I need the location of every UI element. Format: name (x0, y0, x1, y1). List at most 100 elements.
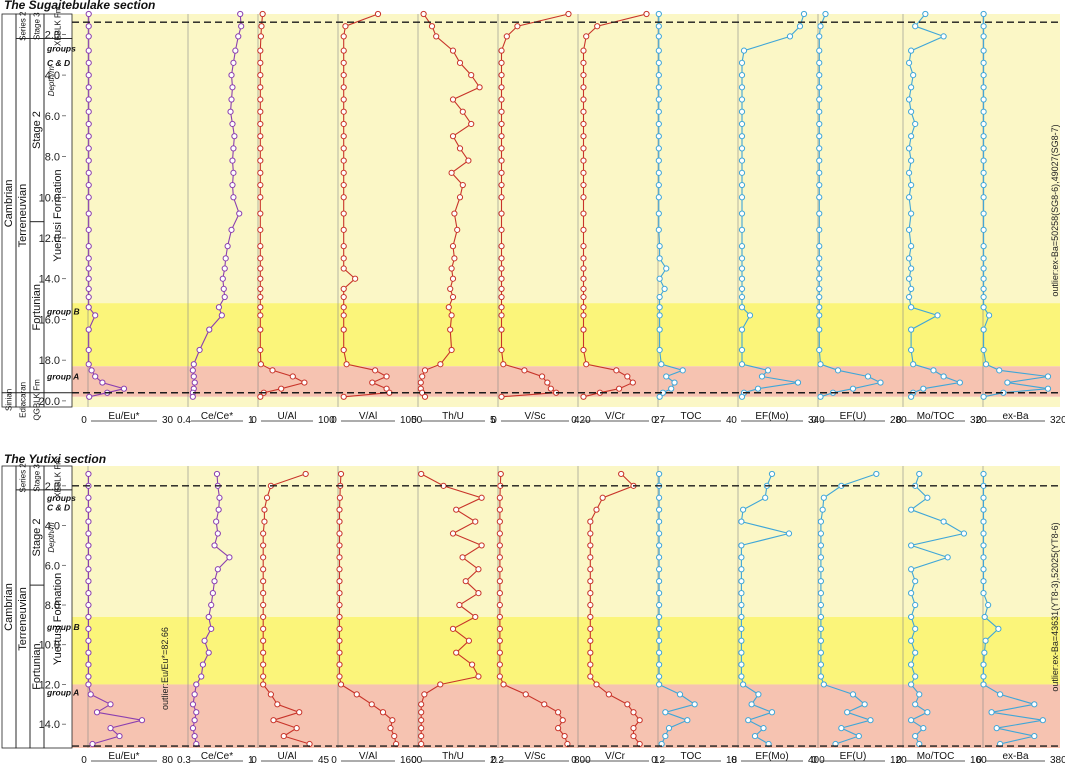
data-point (676, 691, 684, 698)
depth-tick-label: 18.0 (39, 355, 60, 367)
data-point (222, 255, 229, 262)
data-point (475, 589, 482, 597)
data-point (547, 385, 554, 392)
data-point (418, 732, 425, 740)
data-point (655, 59, 662, 66)
data-point (193, 709, 200, 716)
data-point (816, 108, 823, 115)
data-point (908, 243, 915, 250)
data-point (580, 108, 587, 115)
data-point (107, 701, 114, 708)
data-point (816, 210, 823, 217)
data-point (816, 275, 823, 282)
data-point (224, 243, 231, 250)
data-point (655, 226, 662, 233)
data-point (270, 717, 277, 724)
axis-max-label: 45 (318, 755, 330, 766)
data-point (656, 275, 663, 282)
axis-title: V/Cr (605, 411, 626, 422)
data-point (85, 59, 92, 66)
data-point (448, 265, 455, 272)
group-label: groups (46, 44, 76, 54)
data-point (87, 691, 94, 698)
data-point (1031, 701, 1038, 708)
data-point (816, 133, 823, 140)
data-point (996, 367, 1003, 374)
data-point (980, 293, 987, 301)
data-point (85, 108, 92, 115)
data-point (85, 494, 92, 501)
data-point (655, 33, 662, 40)
data-point (668, 385, 675, 392)
data-point (85, 346, 92, 354)
data-point (993, 725, 1000, 732)
data-point (800, 10, 808, 18)
data-point (587, 673, 594, 680)
data-point (908, 681, 915, 688)
data-point (448, 169, 455, 176)
data-point (738, 96, 746, 103)
data-point (794, 379, 802, 386)
data-point (920, 725, 927, 732)
data-point (819, 506, 826, 513)
data-point (369, 379, 376, 386)
data-point (238, 23, 245, 30)
data-point (656, 673, 663, 680)
data-point (656, 470, 663, 478)
data-point (190, 373, 197, 380)
data-point (258, 23, 265, 30)
data-point (260, 681, 267, 688)
data-point (85, 625, 92, 632)
data-point (980, 566, 987, 573)
strat-label: Ediacaran (19, 382, 28, 418)
data-point (229, 181, 236, 189)
data-point (908, 181, 915, 189)
data-point (755, 691, 762, 698)
data-point (816, 326, 823, 333)
axis-min-label: 0 (81, 415, 87, 426)
data-point (587, 589, 594, 597)
data-point (817, 601, 825, 609)
data-point (580, 47, 587, 54)
data-point (342, 23, 349, 30)
axis-title: Th/U (442, 751, 464, 762)
data-point (817, 625, 825, 632)
data-point (498, 59, 505, 66)
data-point (85, 226, 92, 233)
data-point (514, 23, 521, 30)
data-point (816, 194, 823, 201)
data-point (417, 379, 424, 386)
axis-min-label: 0.3 (177, 755, 191, 766)
data-point (257, 120, 264, 128)
series-EF(U): 0 EF(U) 280 (811, 10, 907, 426)
data-point (229, 84, 236, 91)
data-point (418, 725, 425, 732)
depth-tick-label: 6.0 (45, 560, 60, 572)
data-point (498, 47, 505, 54)
data-point (267, 691, 274, 698)
data-point (655, 133, 662, 140)
data-point (738, 661, 745, 668)
data-point (216, 494, 223, 501)
data-point (498, 133, 505, 140)
data-point (785, 530, 793, 537)
data-point (587, 649, 594, 656)
depth-tick-label: 14.0 (39, 719, 60, 731)
data-point (738, 145, 746, 152)
axis-title: Mo/TOC (917, 411, 955, 422)
data-point (260, 649, 267, 656)
data-point (498, 226, 505, 233)
data-point (336, 578, 343, 585)
data-point (449, 293, 457, 301)
data-point (383, 385, 390, 392)
data-point (191, 717, 198, 724)
data-point (296, 709, 303, 716)
axis-max-label: 280 (890, 415, 907, 426)
series-V/Sc: 0 V/Sc 420 (491, 10, 591, 426)
data-point (908, 589, 915, 597)
data-point (448, 346, 455, 354)
data-point (565, 10, 572, 18)
data-point (816, 312, 823, 319)
data-point (99, 379, 106, 386)
axis-max-label: 12 (654, 755, 666, 766)
